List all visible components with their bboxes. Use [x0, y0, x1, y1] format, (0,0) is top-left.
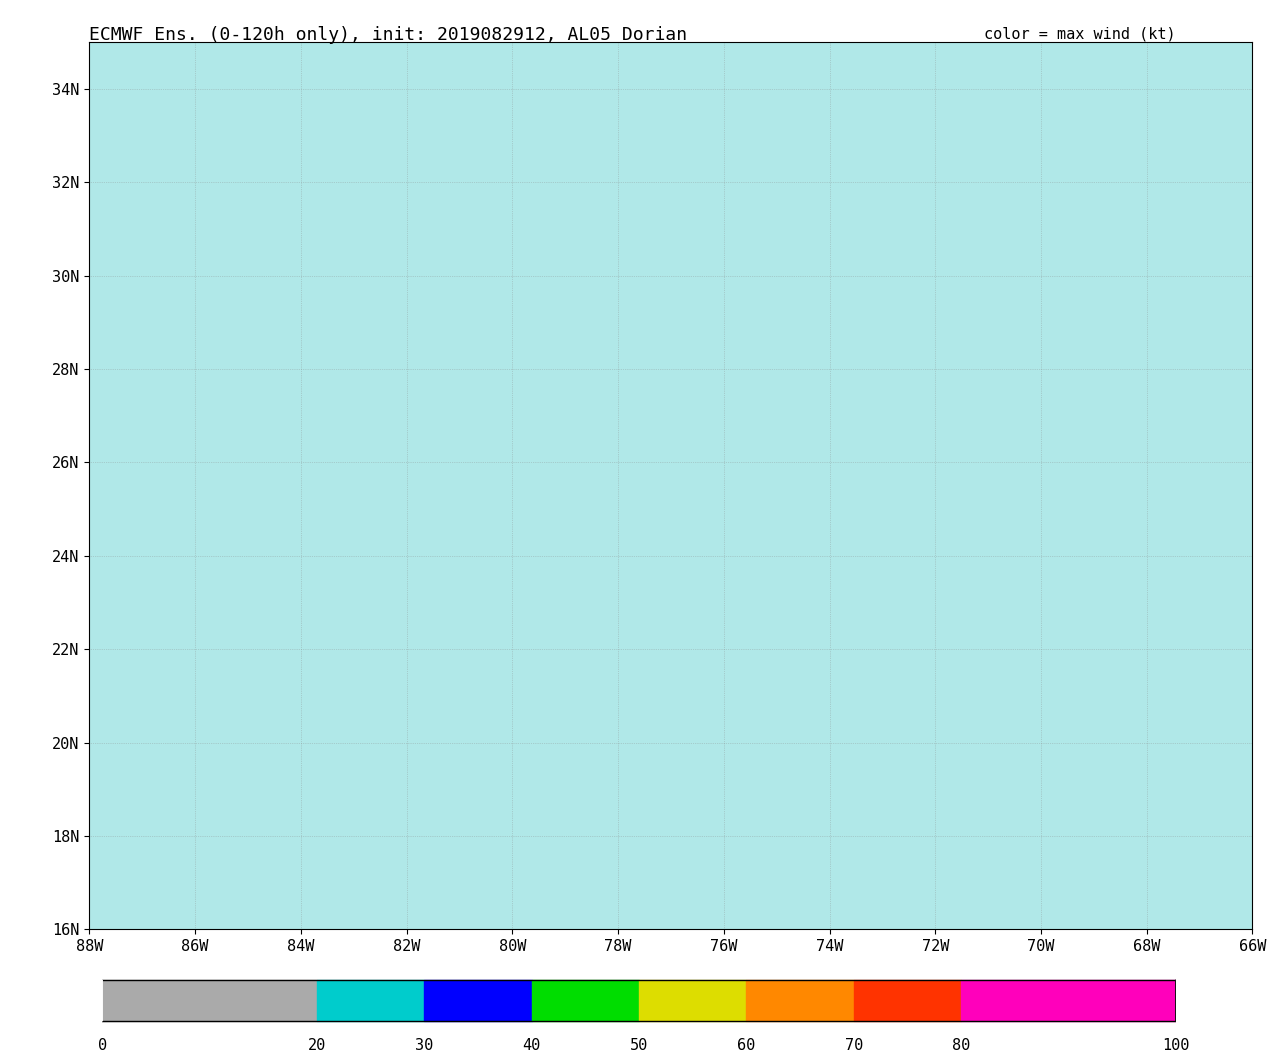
Bar — [961, 980, 1176, 1021]
Text: color = max wind (kt): color = max wind (kt) — [984, 26, 1176, 41]
Bar — [317, 980, 424, 1021]
Text: 50: 50 — [630, 1038, 648, 1053]
Text: 70: 70 — [845, 1038, 863, 1053]
Bar — [639, 980, 746, 1021]
Text: 0: 0 — [97, 1038, 107, 1053]
Bar — [854, 980, 961, 1021]
Polygon shape — [70, 980, 102, 1021]
Text: 80: 80 — [952, 1038, 970, 1053]
Bar — [424, 980, 532, 1021]
Bar — [532, 980, 639, 1021]
Text: ECMWF Ens. (0-120h only), init: 2019082912, AL05 Dorian: ECMWF Ens. (0-120h only), init: 20190829… — [89, 26, 688, 44]
Polygon shape — [1176, 980, 1219, 1021]
Text: 30: 30 — [415, 1038, 433, 1053]
Bar — [102, 980, 317, 1021]
Text: 20: 20 — [308, 1038, 326, 1053]
Text: 100: 100 — [1162, 1038, 1190, 1053]
Text: 40: 40 — [523, 1038, 541, 1053]
Text: 60: 60 — [737, 1038, 755, 1053]
Bar — [746, 980, 854, 1021]
